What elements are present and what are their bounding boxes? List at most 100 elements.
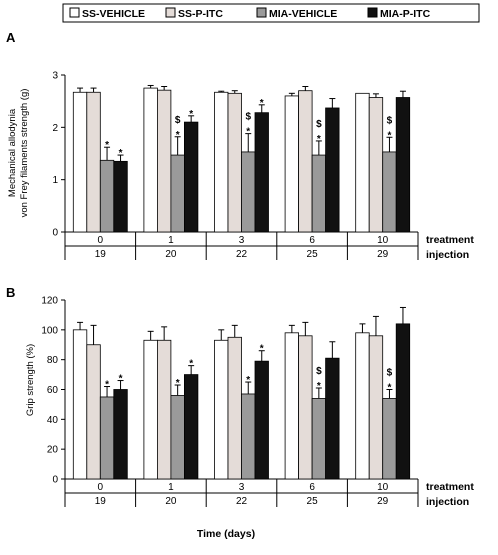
bar-mia-vehicle-day-10 <box>382 398 397 480</box>
x-tick-label-treatment: 3 <box>239 482 245 493</box>
bar-mia-vehicle-day-0 <box>99 159 115 233</box>
bar-ss-p-itc-day-0 <box>86 91 101 233</box>
x-tick-label-treatment: 0 <box>98 482 104 493</box>
bar-mia-p-itc-day-10 <box>395 323 411 480</box>
significance-star: * <box>317 134 321 145</box>
bar-ss-vehicle-day-3 <box>214 91 229 233</box>
y-tick-label: 20 <box>47 445 59 456</box>
significance-dollar: $ <box>316 366 322 377</box>
legend-label-ss-p-itc: SS-P-ITC <box>178 8 223 20</box>
bar-ss-vehicle-day-0 <box>72 91 88 233</box>
significance-star: * <box>189 359 193 370</box>
legend-label-ss-vehicle: SS-VEHICLE <box>82 8 145 20</box>
bar-mia-vehicle-day-10 <box>382 151 397 233</box>
bar-mia-p-itc-day-1 <box>183 121 199 233</box>
x-tick-label-injection: 22 <box>236 249 248 260</box>
y-axis-title-line: Mechanical allodynia <box>7 108 18 197</box>
bar-mia-vehicle-day-3 <box>241 393 256 480</box>
bar-mia-p-itc-day-1 <box>183 374 199 480</box>
bar-ss-vehicle-day-3 <box>214 339 229 480</box>
x-tick-label-injection: 29 <box>377 249 389 260</box>
significance-star: * <box>246 375 250 386</box>
bar-ss-p-itc-day-0 <box>86 344 101 480</box>
bar-ss-p-itc-day-10 <box>368 97 384 233</box>
row-label-injection: injection <box>426 249 469 261</box>
significance-dollar: $ <box>387 368 393 379</box>
bar-mia-p-itc-day-3 <box>254 360 269 480</box>
x-tick-label-injection: 19 <box>95 496 107 507</box>
y-tick-label: 0 <box>52 228 58 239</box>
bar-mia-p-itc-day-0 <box>113 160 128 233</box>
significance-star: * <box>119 374 123 385</box>
bar-mia-p-itc-day-6 <box>325 107 340 233</box>
y-tick-label: 120 <box>41 296 58 307</box>
bar-mia-p-itc-day-6 <box>325 357 340 480</box>
y-tick-label: 40 <box>47 415 59 426</box>
legend-swatch-ss-vehicle <box>69 7 80 18</box>
y-tick-label: 3 <box>52 71 58 82</box>
bar-ss-vehicle-day-10 <box>355 92 370 233</box>
x-tick-label-injection: 22 <box>236 496 248 507</box>
bar-mia-vehicle-day-0 <box>99 396 115 480</box>
bar-mia-p-itc-day-0 <box>113 389 128 480</box>
significance-star: * <box>260 98 264 109</box>
bar-ss-p-itc-day-1 <box>156 89 172 233</box>
bar-mia-p-itc-day-3 <box>254 112 269 233</box>
bar-mia-vehicle-day-6 <box>311 154 327 233</box>
x-axis-title: Time (days) <box>197 528 255 540</box>
x-tick-label-treatment: 10 <box>377 482 389 493</box>
y-axis-title-line: von Frey filaments strength (g) <box>19 89 30 218</box>
y-tick-label: 1 <box>52 175 58 186</box>
legend-swatch-mia-p-itc <box>367 7 378 18</box>
significance-star: * <box>119 148 123 159</box>
row-label-treatment: treatment <box>426 481 474 493</box>
x-tick-label-injection: 25 <box>307 249 319 260</box>
panel-letter-a: A <box>6 30 16 45</box>
x-tick-label-injection: 20 <box>165 249 177 260</box>
x-tick-label-treatment: 6 <box>309 482 315 493</box>
significance-star: * <box>189 109 193 120</box>
bar-ss-p-itc-day-6 <box>298 90 313 233</box>
y-tick-label: 0 <box>52 475 58 486</box>
row-label-injection: injection <box>426 496 469 508</box>
significance-star: * <box>387 383 391 394</box>
significance-dollar: $ <box>245 112 251 123</box>
x-tick-label-treatment: 1 <box>168 235 174 246</box>
legend-swatch-ss-p-itc <box>165 7 176 18</box>
legend-swatch-mia-vehicle <box>256 7 267 18</box>
panel-letter-b: B <box>6 285 15 300</box>
y-axis-title-line: Grip strength (%) <box>25 344 36 416</box>
x-tick-label-injection: 25 <box>307 496 319 507</box>
y-axis-title: Mechanical allodynia von Frey filaments s… <box>7 89 30 218</box>
significance-star: * <box>105 380 109 391</box>
bar-ss-p-itc-day-1 <box>156 339 172 480</box>
bar-ss-vehicle-day-6 <box>284 332 300 480</box>
significance-dollar: $ <box>316 119 322 130</box>
bar-ss-p-itc-day-3 <box>227 336 242 480</box>
significance-star: * <box>176 130 180 141</box>
x-tick-label-injection: 19 <box>95 249 107 260</box>
bar-mia-vehicle-day-3 <box>241 151 256 233</box>
bar-ss-p-itc-day-10 <box>368 335 384 480</box>
significance-star: * <box>246 127 250 138</box>
y-axis-title: Grip strength (%) <box>25 344 36 416</box>
bar-mia-vehicle-day-6 <box>311 398 327 480</box>
panel-a: A Mechanical allodynia von Frey filaments … <box>6 30 474 261</box>
bar-ss-vehicle-day-1 <box>143 87 158 233</box>
significance-star: * <box>176 378 180 389</box>
significance-star: * <box>317 381 321 392</box>
x-tick-label-treatment: 1 <box>168 482 174 493</box>
bar-ss-vehicle-day-10 <box>355 332 370 480</box>
x-tick-label-injection: 20 <box>165 496 177 507</box>
row-label-treatment: treatment <box>426 234 474 246</box>
bar-ss-vehicle-day-1 <box>143 339 158 480</box>
bar-ss-p-itc-day-3 <box>227 92 242 233</box>
x-tick-label-treatment: 10 <box>377 235 389 246</box>
significance-dollar: $ <box>387 115 393 126</box>
bar-ss-p-itc-day-6 <box>298 335 313 480</box>
significance-star: * <box>260 344 264 355</box>
y-tick-label: 100 <box>41 325 58 336</box>
significance-dollar: $ <box>175 115 181 126</box>
